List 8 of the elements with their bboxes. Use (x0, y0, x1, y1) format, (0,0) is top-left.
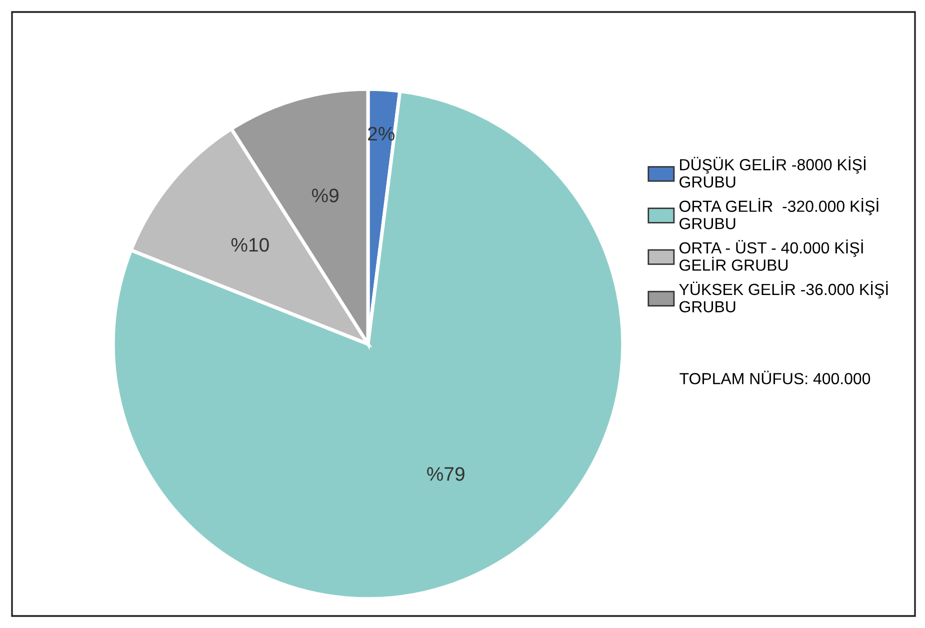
legend-label: ORTA - ÜST - 40.000 KİŞİ GELİR GRUBU (679, 240, 863, 271)
data-label: %9 (312, 188, 338, 202)
data-label: %10 (231, 238, 269, 252)
legend-label: DÜŞÜK GELİR -8000 KİŞİ GRUBU (680, 156, 866, 188)
text: TOPLAM NÜFUS: 400.000 (680, 370, 870, 384)
data-label: %79 (427, 467, 464, 481)
legend-label: ORTA GELİR -320.000 KİŞİ GRUBU (679, 198, 878, 230)
legend-label: YÜKSEK GELİR -36.000 KİŞİ GRUBU (679, 281, 888, 312)
